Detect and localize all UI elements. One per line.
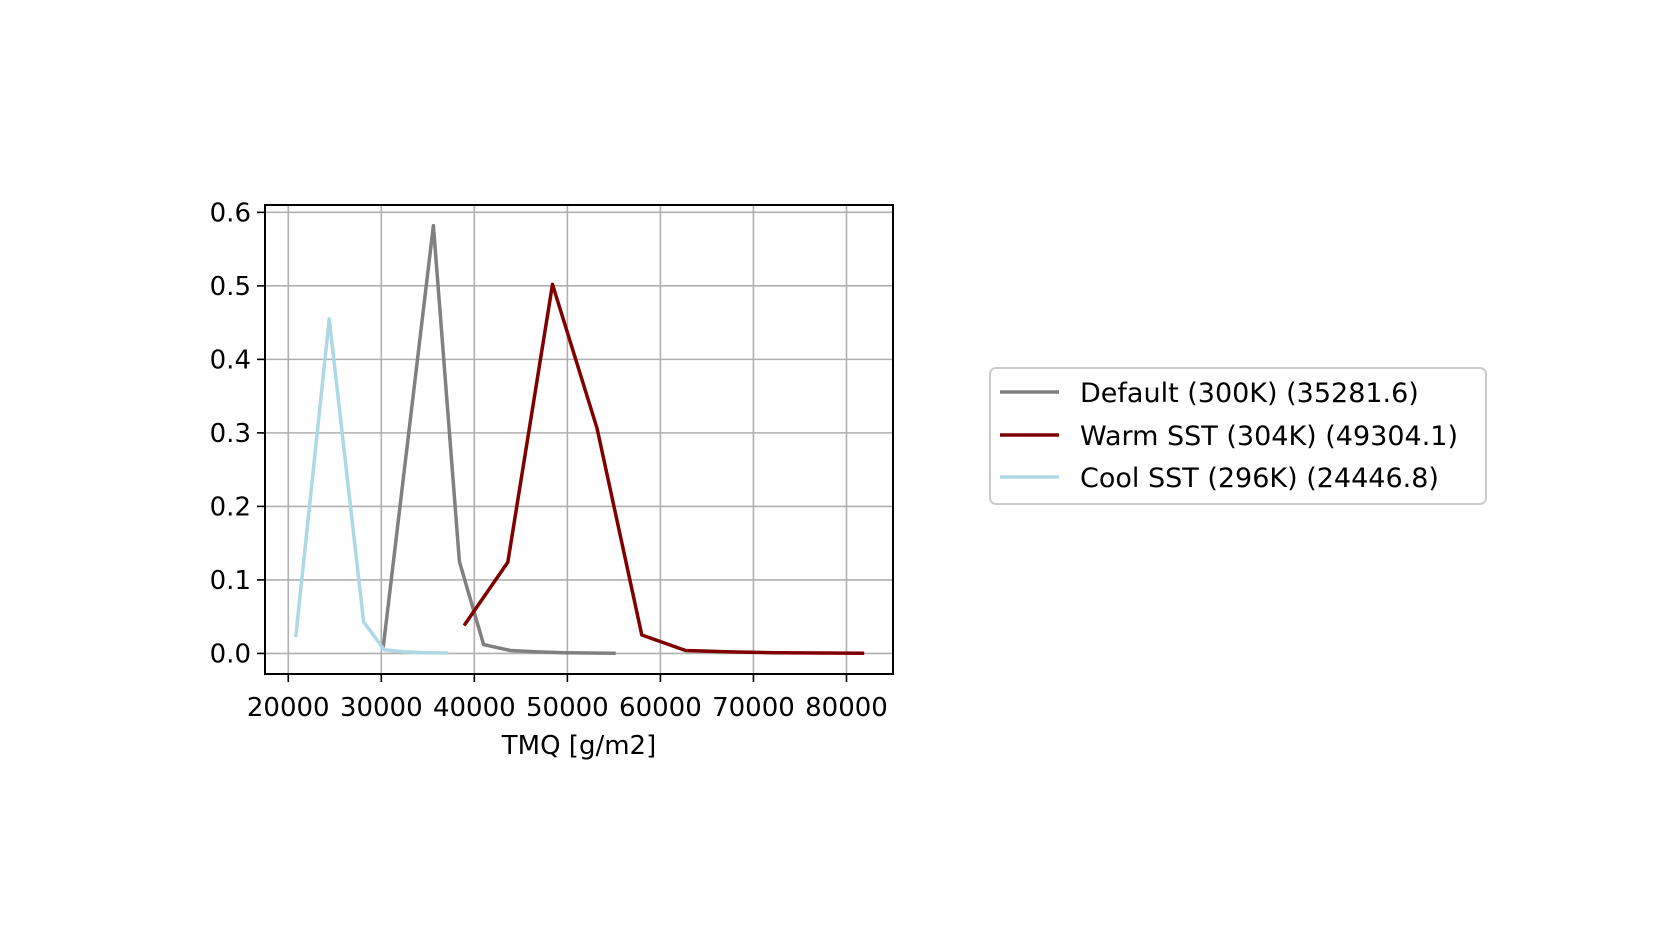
y-tick-label: 0.1 [210, 566, 251, 596]
x-tick-label: 50000 [526, 693, 609, 723]
x-tick-label: 80000 [805, 693, 888, 723]
x-tick-label: 60000 [619, 693, 702, 723]
y-tick-label: 0.3 [210, 419, 251, 449]
grid [265, 205, 893, 674]
y-tick-label: 0.6 [210, 198, 251, 228]
y-tick-label: 0.5 [210, 272, 251, 302]
x-tick-label: 70000 [712, 693, 795, 723]
legend: Default (300K) (35281.6) Warm SST (304K)… [989, 367, 1487, 505]
series-line-default [381, 223, 616, 655]
x-axis-label: TMQ [g/m2] [501, 731, 656, 761]
x-axis-ticks: 20000 30000 40000 50000 60000 70000 80000 [247, 674, 888, 723]
series-lines [293, 223, 865, 655]
plot-area-frame [264, 204, 894, 675]
legend-label-warm-sst: Warm SST (304K) (49304.1) [1080, 421, 1458, 452]
y-tick-label: 0.0 [210, 639, 251, 669]
legend-label-default: Default (300K) (35281.6) [1080, 378, 1419, 409]
y-axis-ticks: 0.0 0.1 0.2 0.3 0.4 0.5 0.6 [210, 198, 265, 669]
legend-label-cool-sst: Cool SST (296K) (24446.8) [1080, 463, 1439, 494]
y-tick-label: 0.4 [210, 345, 251, 375]
x-tick-label: 40000 [433, 693, 516, 723]
x-tick-label: 30000 [340, 693, 423, 723]
x-tick-label: 20000 [247, 693, 330, 723]
series-line-warm-sst [462, 282, 865, 655]
y-tick-label: 0.2 [210, 492, 251, 522]
series-line-cool-sst [293, 317, 449, 655]
legend-frame [989, 367, 1487, 505]
